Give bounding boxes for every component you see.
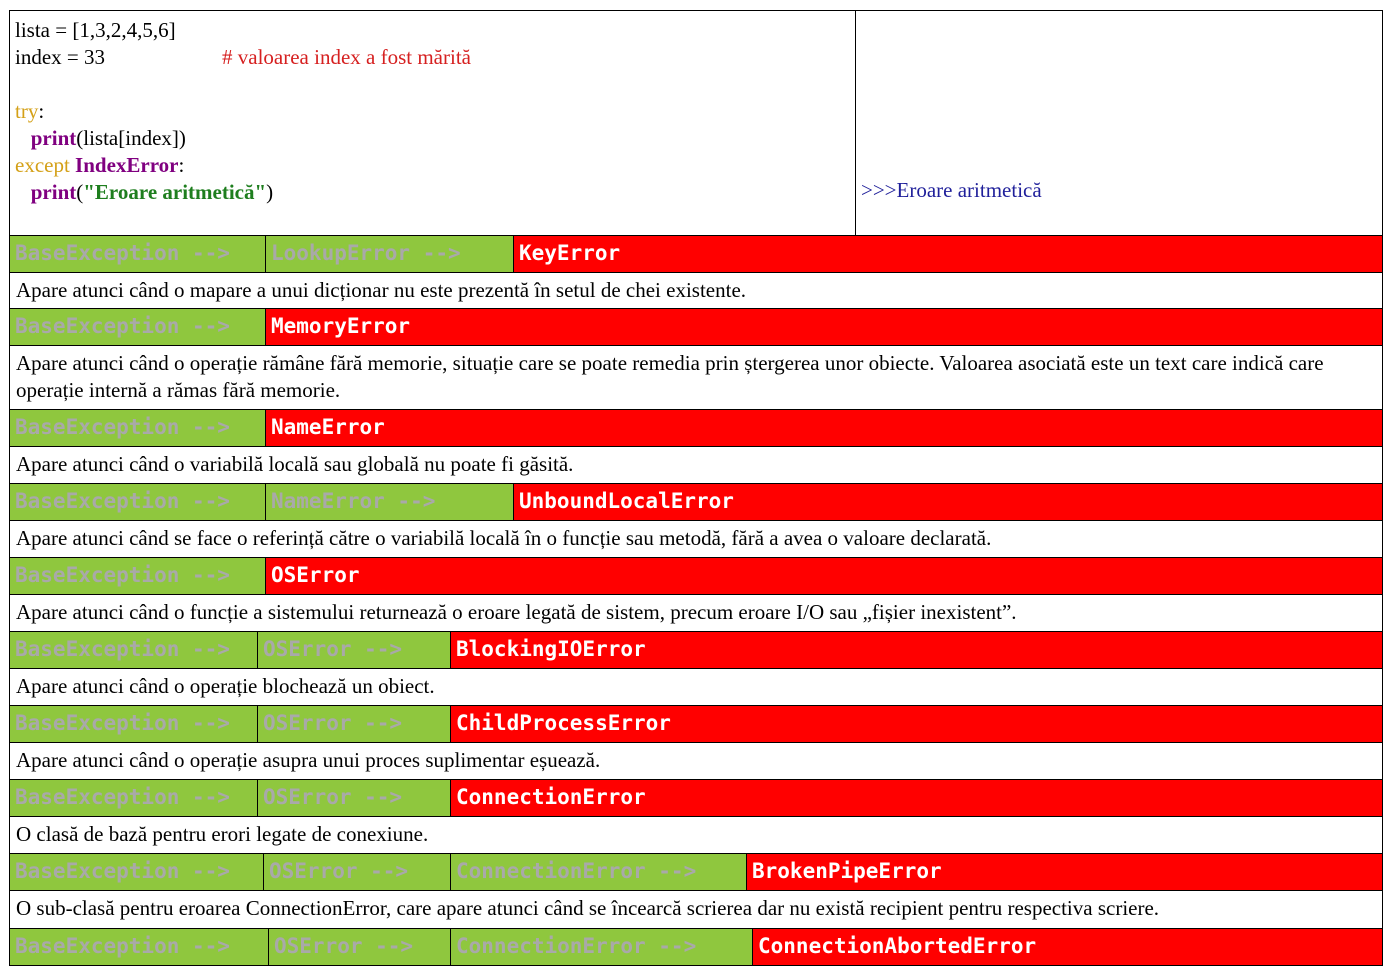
code-line-except: except IndexError:	[15, 152, 850, 179]
exception-class-label: ConnectionAbortedError	[753, 929, 1382, 965]
hierarchy-row: BaseException --> OSError --> BlockingIOEr…	[9, 632, 1383, 669]
exception-hierarchy-list: BaseException --> LookupError --> KeyError…	[9, 236, 1383, 966]
exception-class-label: BlockingIOError	[451, 632, 1382, 668]
code-line-print2: print("Eroare aritmetică")	[15, 179, 850, 206]
output-text: Eroare aritmetică	[896, 178, 1042, 202]
hierarchy-row: BaseException --> OSError --> ConnectionEr…	[9, 929, 1383, 966]
exception-name: IndexError	[75, 153, 179, 177]
parent-class-label: ConnectionError -->	[451, 854, 747, 890]
code-line-print1: print(lista[index])	[15, 125, 850, 152]
parent-class-label: BaseException -->	[10, 780, 258, 816]
print-keyword: print	[30, 126, 77, 150]
parent-class-label: BaseException -->	[10, 854, 264, 890]
hierarchy-row: BaseException --> OSError --> ConnectionEr…	[9, 780, 1383, 817]
parent-class-label: BaseException -->	[10, 236, 266, 272]
exception-description: Apare atunci când o operație asupra unui…	[9, 743, 1383, 780]
hierarchy-row: BaseException --> OSError --> ConnectionEr…	[9, 854, 1383, 891]
parent-class-label: BaseException -->	[10, 309, 266, 345]
exception-class-label: NameError	[266, 410, 1382, 446]
code-line-index: index = 33 # valoarea index a fost mărită	[15, 44, 850, 71]
parent-class-label: OSError -->	[258, 632, 451, 668]
parent-class-label: OSError -->	[264, 854, 451, 890]
code-line-try: try:	[15, 98, 850, 125]
parent-class-label: LookupError -->	[266, 236, 514, 272]
print1-args: (lista[index])	[76, 126, 186, 150]
except-keyword: except	[15, 153, 70, 177]
parent-class-label: OSError -->	[258, 706, 451, 742]
parent-class-label: BaseException -->	[10, 484, 266, 520]
print2-open: (	[76, 180, 84, 204]
exception-description: Apare atunci când o mapare a unui dicțio…	[9, 273, 1383, 309]
parent-class-label: BaseException -->	[10, 632, 258, 668]
exception-description: Apare atunci când o operație rămâne fără…	[9, 346, 1383, 410]
document-page: lista = [1,3,2,4,5,6] index = 33 # valoar…	[9, 10, 1383, 966]
exception-description: Apare atunci când o variabilă locală sau…	[9, 447, 1383, 484]
code-blank-line	[15, 71, 850, 98]
exception-description: Apare atunci când se face o referință că…	[9, 521, 1383, 558]
exception-class-label: MemoryError	[266, 309, 1382, 345]
parent-class-label: ConnectionError -->	[451, 929, 753, 965]
parent-class-label: NameError -->	[266, 484, 514, 520]
code-comment: # valoarea index a fost mărită	[222, 45, 471, 69]
hierarchy-row: BaseException --> OSError --> ChildProcess…	[9, 706, 1383, 743]
print-keyword-2: print	[30, 180, 77, 204]
parent-class-label: BaseException -->	[10, 929, 269, 965]
output-prompt: >>>	[861, 178, 897, 202]
hierarchy-row: BaseException --> MemoryError	[9, 309, 1383, 346]
exception-class-label: UnboundLocalError	[514, 484, 1382, 520]
exception-class-label: ChildProcessError	[451, 706, 1382, 742]
output-cell: >>>Eroare aritmetică	[856, 11, 1382, 235]
except-colon: :	[178, 153, 185, 177]
code-example-table: lista = [1,3,2,4,5,6] index = 33 # valoar…	[9, 10, 1383, 236]
exception-description: Apare atunci când o operație blochează u…	[9, 669, 1383, 706]
parent-class-label: OSError -->	[269, 929, 451, 965]
parent-class-label: BaseException -->	[10, 706, 258, 742]
print2-close: )	[266, 180, 274, 204]
hierarchy-row: BaseException --> NameError	[9, 410, 1383, 447]
exception-class-label: BrokenPipeError	[747, 854, 1382, 890]
code-index-assign: index = 33	[15, 45, 105, 69]
exception-class-label: KeyError	[514, 236, 1382, 272]
try-colon: :	[38, 99, 45, 123]
try-keyword: try	[15, 99, 39, 123]
exception-description: O clasă de bază pentru erori legate de c…	[9, 817, 1383, 854]
parent-class-label: BaseException -->	[10, 410, 266, 446]
code-cell: lista = [1,3,2,4,5,6] index = 33 # valoar…	[10, 11, 856, 235]
parent-class-label: BaseException -->	[10, 558, 266, 594]
exception-class-label: OSError	[266, 558, 1382, 594]
output-line: >>>Eroare aritmetică	[861, 178, 1042, 203]
hierarchy-row: BaseException --> LookupError --> KeyError	[9, 236, 1383, 273]
hierarchy-row: BaseException --> OSError	[9, 558, 1383, 595]
code-line-list: lista = [1,3,2,4,5,6]	[15, 18, 176, 42]
parent-class-label: OSError -->	[258, 780, 451, 816]
exception-description: Apare atunci când o funcție a sistemului…	[9, 595, 1383, 632]
print2-string: "Eroare aritmetică"	[83, 180, 267, 204]
hierarchy-row: BaseException --> NameError --> UnboundLoc…	[9, 484, 1383, 521]
exception-description: O sub-clasă pentru eroarea ConnectionErr…	[9, 891, 1383, 929]
exception-class-label: ConnectionError	[451, 780, 1382, 816]
